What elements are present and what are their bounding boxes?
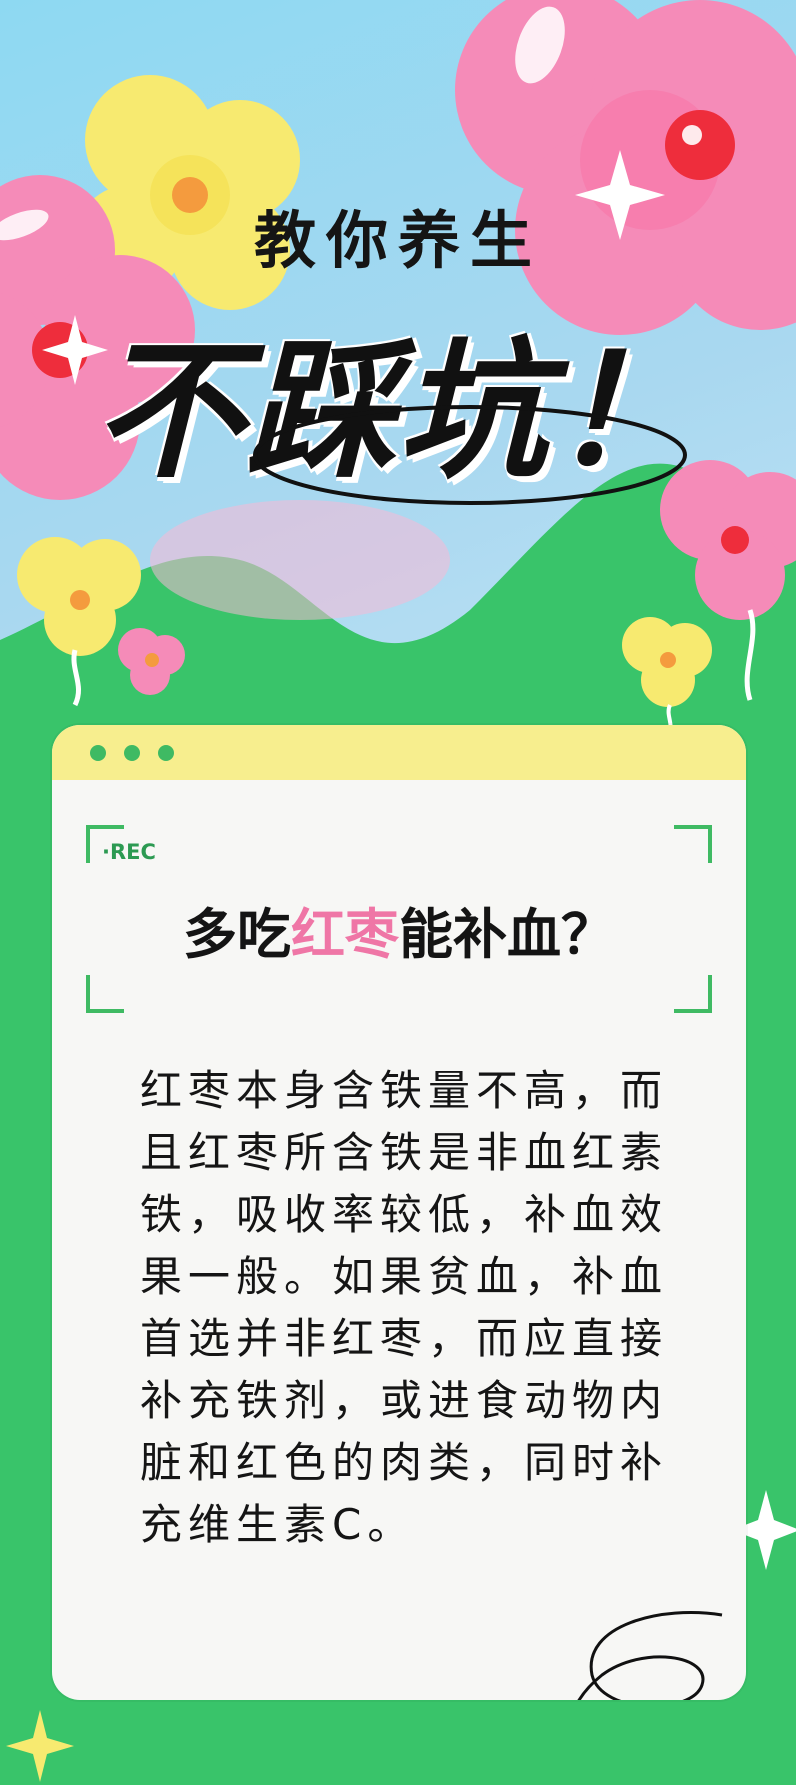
body-text: 红枣本身含铁量不高，而且红枣所含铁是非血红素铁，吸收率较低，补血效果一般。如果贫…	[140, 1066, 669, 1549]
frame-corner-top-right	[674, 825, 712, 863]
pink-flower-large-icon	[455, 0, 796, 335]
sparkle-icon	[732, 1490, 796, 1570]
info-card: ·REC 多吃红枣能补血？ 红枣本身含铁量不高，而且红枣所含铁是非血红素铁，吸收…	[52, 725, 746, 1700]
question-highlight: 红枣	[291, 903, 399, 966]
pink-flower-left-icon	[0, 175, 195, 500]
question-heading: 多吃红枣能补血？	[52, 890, 746, 969]
title-ellipse-decor	[253, 405, 687, 505]
question-part-1: 多吃	[183, 903, 291, 966]
pink-flower-tiny-icon	[118, 628, 185, 695]
sparkle-icon	[42, 315, 108, 385]
title-small: 教你养生	[253, 204, 542, 277]
frame-corner-top-left	[86, 825, 124, 863]
arrow-doodle-icon	[577, 1611, 723, 1700]
question-part-2: 能补血？	[399, 903, 615, 966]
frame-corner-bottom-right	[674, 975, 712, 1013]
card-top-bar	[52, 725, 746, 780]
sparkle-icon	[6, 1710, 74, 1782]
yellow-flower-right-icon	[622, 617, 712, 737]
pink-flower-right-icon	[660, 460, 796, 701]
rec-label: ·REC	[102, 840, 156, 864]
window-dot	[158, 745, 174, 761]
window-dot	[124, 745, 140, 761]
title-big: 不踩坑！	[93, 325, 702, 499]
sparkle-icon	[575, 150, 665, 240]
frame-corner-bottom-left	[86, 975, 124, 1013]
window-dot	[90, 745, 106, 761]
yellow-flower-small-icon	[17, 537, 141, 707]
